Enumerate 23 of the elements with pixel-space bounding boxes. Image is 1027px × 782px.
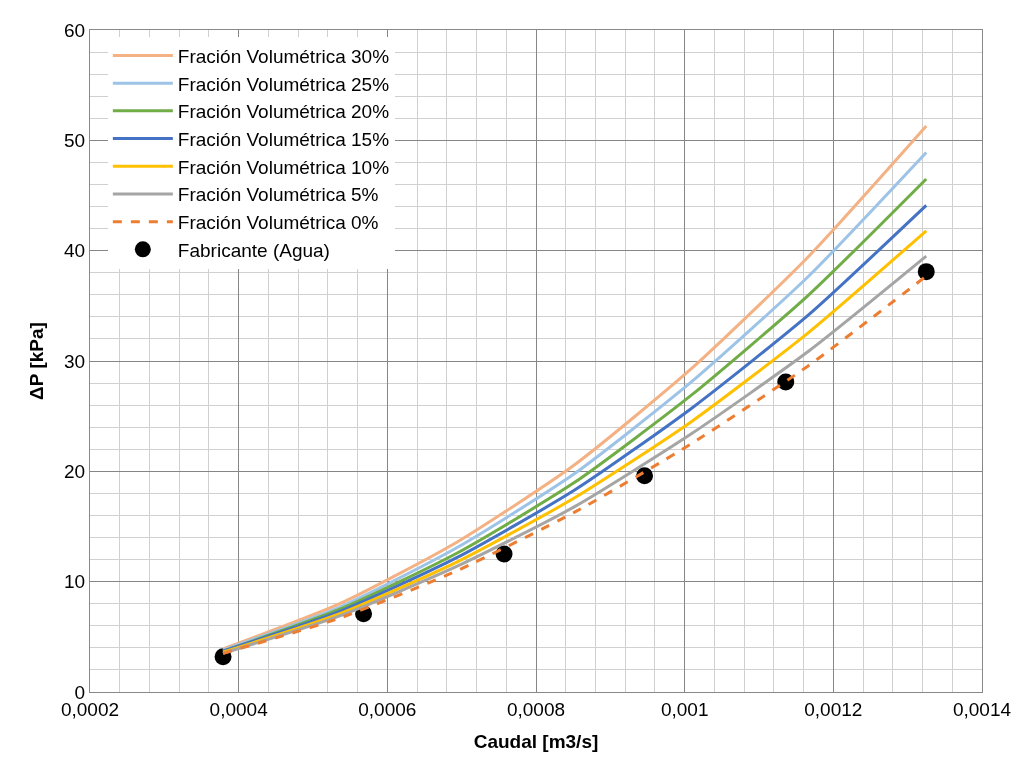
legend-label: Fabricante (Agua)	[177, 239, 330, 261]
legend-label: Fración Volumétrica 0%	[177, 212, 379, 234]
legend-label: Fración Volumétrica 30%	[177, 45, 390, 67]
y-tick-label: 20	[64, 460, 86, 482]
legend-label: Fración Volumétrica 10%	[177, 156, 390, 178]
y-tick-label: 50	[64, 129, 86, 151]
legend-label: Fración Volumétrica 5%	[177, 184, 379, 206]
x-tick-label: 0,001	[660, 698, 709, 720]
y-tick-label: 30	[64, 350, 86, 372]
point	[917, 263, 935, 281]
y-tick-label: 60	[64, 19, 86, 41]
legend-label: Fración Volumétrica 20%	[177, 101, 390, 123]
y-tick-label: 40	[64, 240, 86, 262]
x-tick-label: 0,0008	[506, 698, 566, 720]
legend-label: Fración Volumétrica 25%	[177, 73, 390, 95]
x-tick-label: 0,0012	[804, 698, 863, 720]
x-tick-label: 0,0004	[209, 698, 269, 720]
x-tick-label: 0,0006	[358, 698, 417, 720]
legend-label: Fración Volumétrica 15%	[177, 128, 390, 150]
x-axis-title: Caudal [m3/s]	[473, 730, 599, 752]
y-tick-label: 10	[64, 571, 86, 593]
x-tick-label: 0,0014	[952, 698, 1012, 720]
y-axis-title: ΔP [kPa]	[25, 322, 47, 400]
